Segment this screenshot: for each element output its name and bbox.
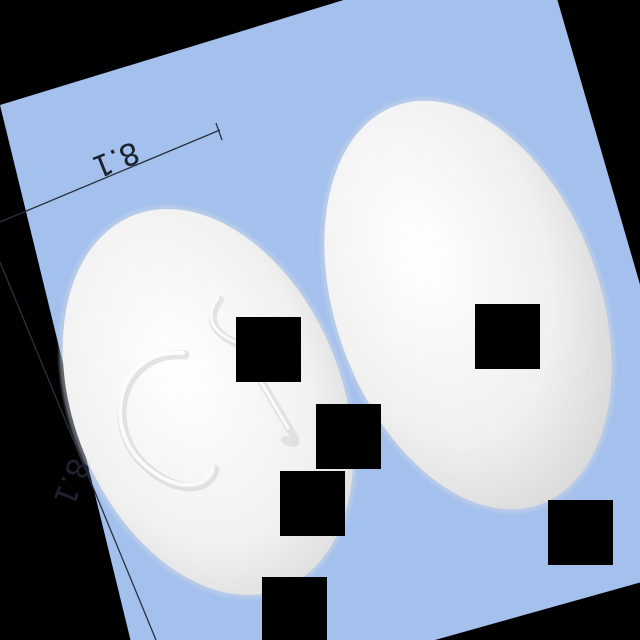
right-tablet <box>320 96 616 514</box>
occluder-block <box>316 404 381 469</box>
occluder-block <box>236 317 301 382</box>
occluder-block <box>475 304 540 369</box>
occluder-block <box>262 577 327 640</box>
occluder-block <box>86 597 102 640</box>
occluder-block <box>280 471 345 536</box>
occluder-block <box>548 500 613 565</box>
